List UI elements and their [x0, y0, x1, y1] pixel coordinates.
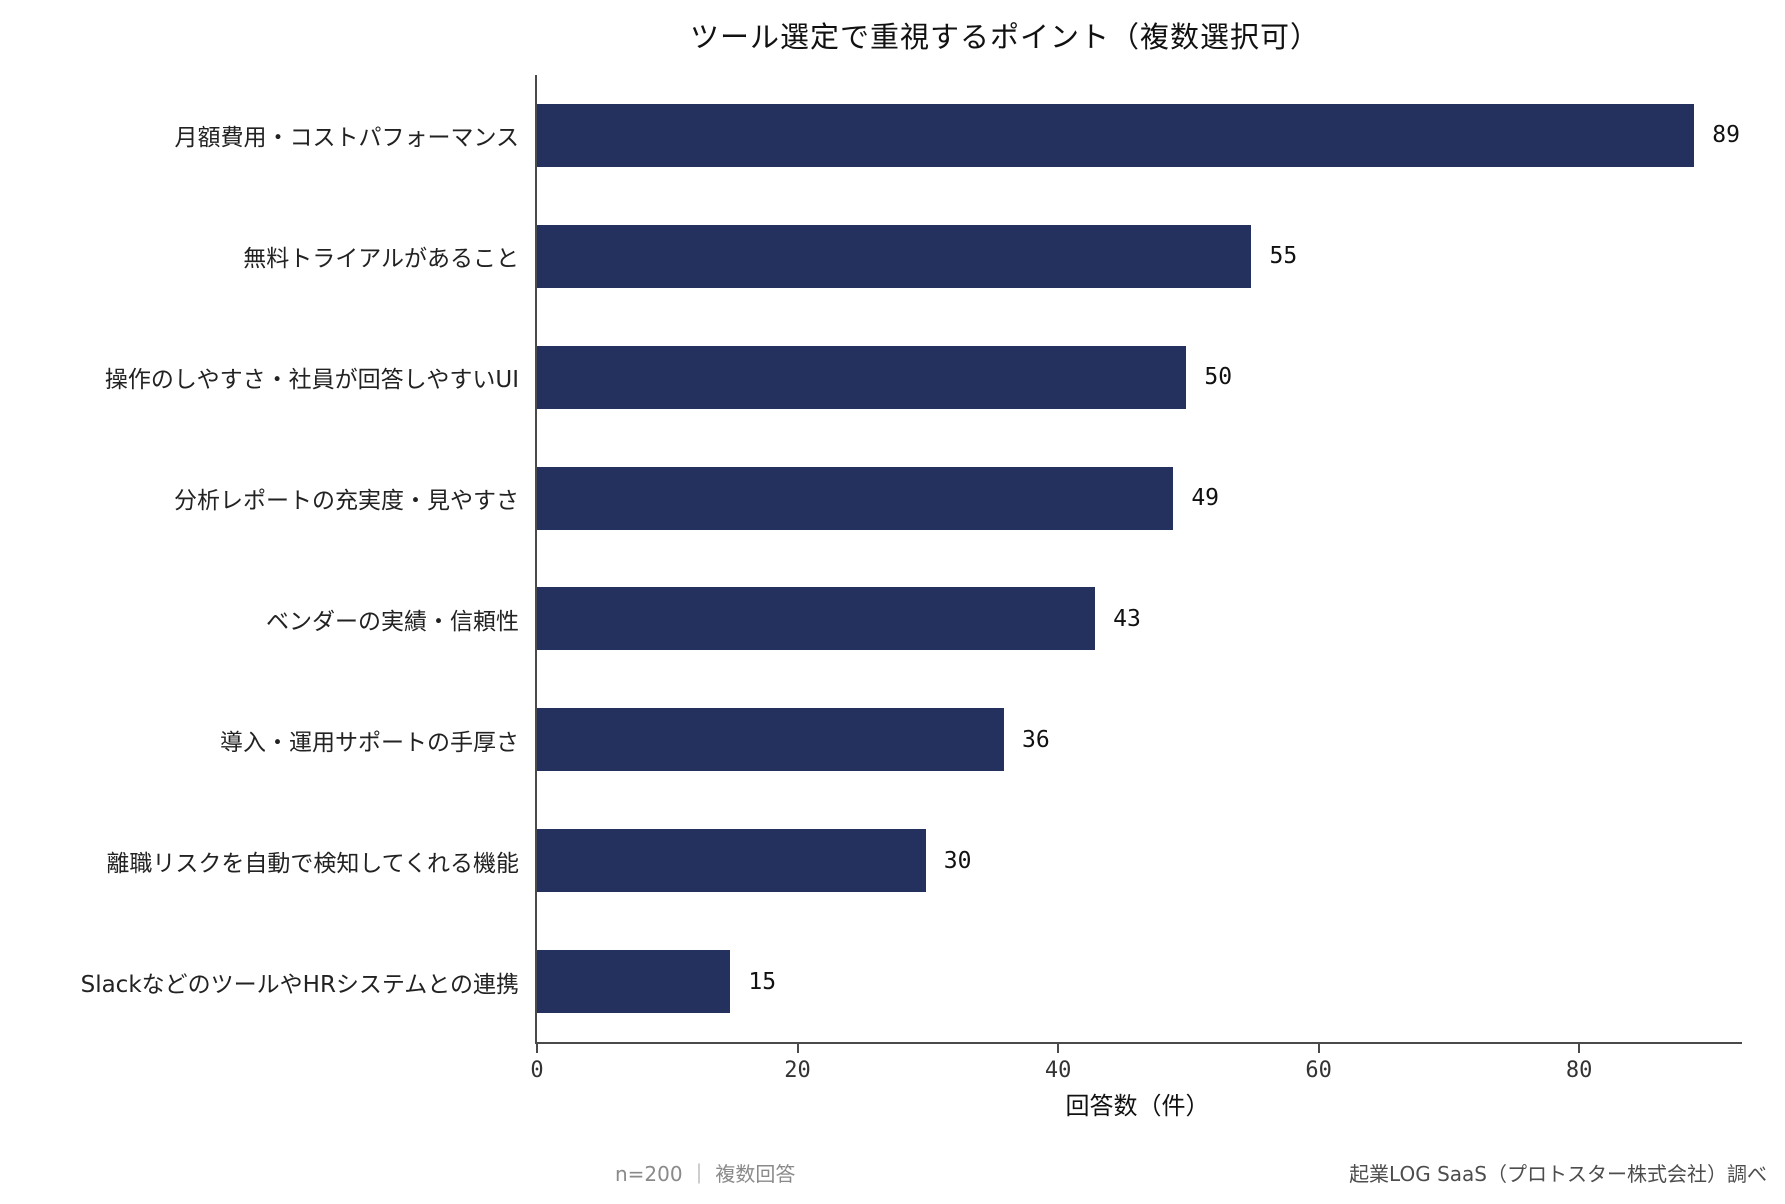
bar	[535, 708, 1004, 772]
bar	[535, 224, 1252, 288]
bar-row: 分析レポートの充実度・見やすさ 49	[0, 438, 1785, 559]
x-tick-mark	[1317, 1044, 1320, 1053]
bar	[535, 829, 926, 893]
x-axis-label: 回答数（件）	[1065, 1092, 1210, 1120]
x-tick-label: 0	[530, 1058, 544, 1083]
value-label: 43	[1113, 605, 1141, 632]
bar	[535, 345, 1187, 409]
bar-row: 操作のしやすさ・社員が回答しやすいUI 50	[0, 317, 1785, 438]
x-tick-label: 80	[1565, 1058, 1593, 1083]
x-tick-label: 40	[1044, 1058, 1072, 1083]
value-label: 50	[1204, 364, 1233, 391]
category-label: 分析レポートの充実度・見やすさ	[174, 488, 519, 515]
x-tick-mark	[536, 1044, 538, 1053]
bar-area: 15	[535, 921, 1740, 1042]
bar-row: 月額費用・コストパフォーマンス 89	[0, 75, 1785, 196]
value-label: 15	[748, 968, 777, 995]
bar-row: 導入・運用サポートの手厚さ 36	[0, 679, 1785, 800]
x-axis-ticks: 0 20 40 60 80	[530, 1044, 1742, 1104]
bar-row: 無料トライアルがあること 55	[0, 196, 1785, 317]
x-tick-label: 60	[1305, 1058, 1332, 1083]
x-tick-mark	[1578, 1044, 1581, 1053]
bar-area: 49	[535, 438, 1740, 559]
bar-rows: 月額費用・コストパフォーマンス 89 無料トライアルがあること 55 操作のしや…	[0, 75, 1785, 1042]
bar	[535, 103, 1695, 167]
value-label: 36	[1021, 726, 1050, 753]
bar-row: SlackなどのツールやHRシステムとの連携 15	[0, 921, 1785, 1042]
category-label: 月額費用・コストパフォーマンス	[174, 125, 519, 152]
bar-row: 離職リスクを自動で検知してくれる機能 30	[0, 800, 1785, 921]
bar-area: 30	[535, 800, 1740, 921]
bar	[535, 587, 1096, 651]
value-label: 89	[1712, 122, 1740, 149]
category-label: 導入・運用サポートの手厚さ	[220, 729, 519, 756]
value-label: 55	[1269, 243, 1298, 270]
bar-area: 89	[535, 75, 1740, 196]
value-label: 49	[1191, 485, 1220, 512]
bar-row: ベンダーの実績・信頼性 43	[0, 559, 1785, 680]
category-label: ベンダーの実績・信頼性	[266, 608, 519, 635]
value-label: 30	[943, 847, 972, 874]
bar	[535, 466, 1174, 530]
category-label: SlackなどのツールやHRシステムとの連携	[80, 971, 519, 998]
category-label: 無料トライアルがあること	[243, 246, 519, 273]
category-label: 離職リスクを自動で検知してくれる機能	[106, 850, 519, 877]
x-tick-mark	[1057, 1044, 1060, 1053]
bar-area: 50	[535, 317, 1740, 438]
footer-sample-note: n=200 ｜ 複数回答	[615, 1162, 796, 1186]
x-tick-mark	[796, 1044, 799, 1053]
category-label: 操作のしやすさ・社員が回答しやすいUI	[104, 367, 519, 394]
chart-title: ツール選定で重視するポイント（複数選択可）	[689, 20, 1320, 54]
bar-area: 55	[535, 196, 1740, 317]
x-tick-label: 20	[784, 1058, 811, 1083]
x-axis-line	[535, 1042, 1742, 1044]
bar	[535, 950, 731, 1014]
bar-area: 36	[535, 679, 1740, 800]
footer-source-credit: 起業LOG SaaS（プロトスター株式会社）調べ	[1349, 1162, 1767, 1186]
y-axis-line	[535, 75, 537, 1044]
bar-area: 43	[535, 559, 1740, 680]
